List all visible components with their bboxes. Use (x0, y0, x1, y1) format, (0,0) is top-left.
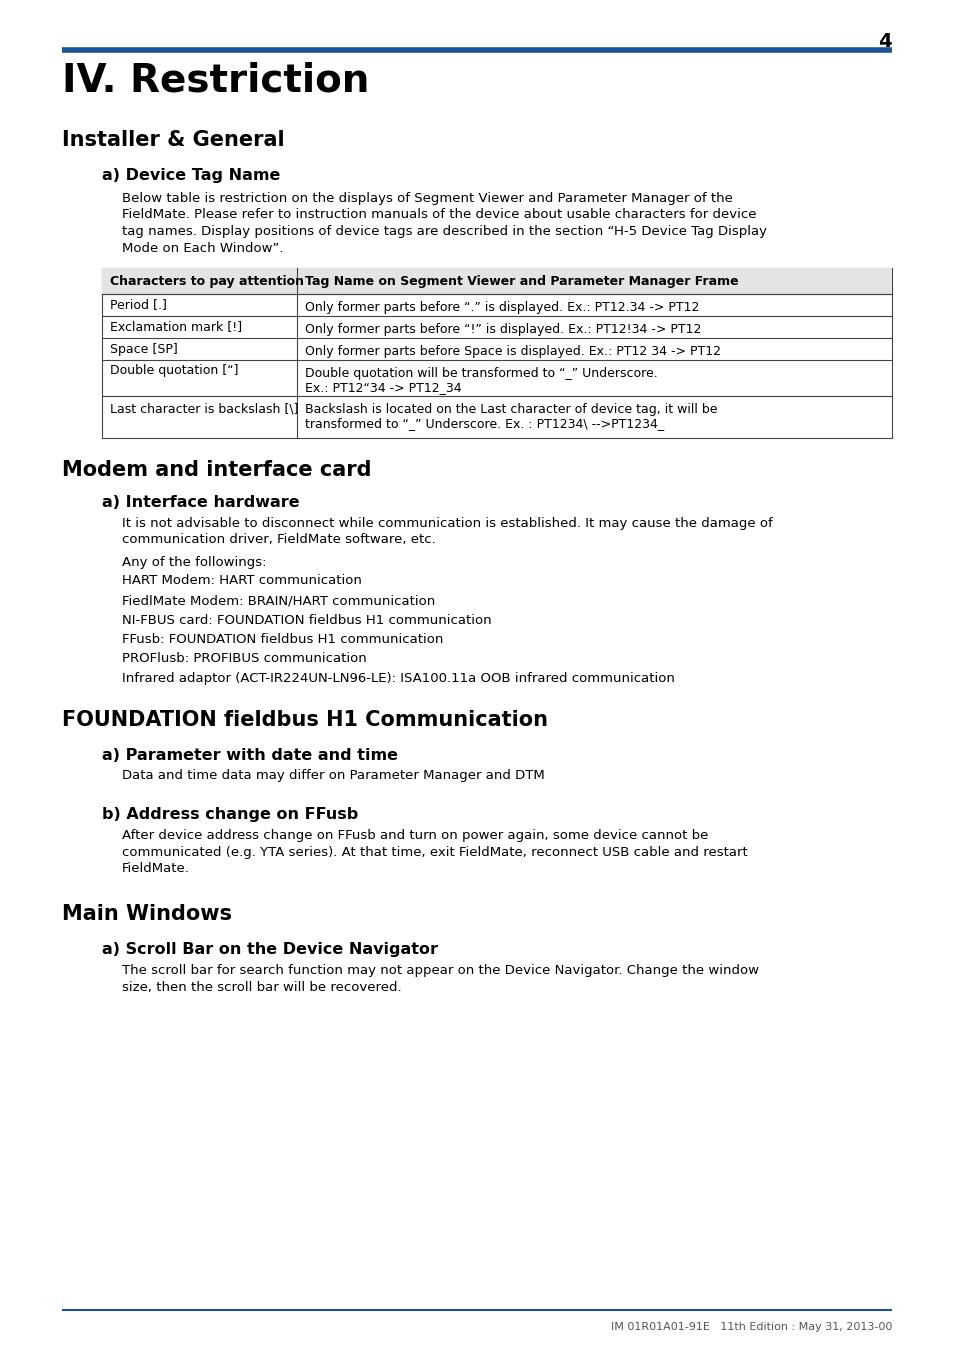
Text: Double quotation will be transformed to “_” Underscore.: Double quotation will be transformed to … (305, 367, 657, 379)
Text: Only former parts before Space is displayed. Ex.: PT12 34 -> PT12: Only former parts before Space is displa… (305, 346, 720, 358)
Text: Modem and interface card: Modem and interface card (62, 460, 371, 481)
Text: Characters to pay attention: Characters to pay attention (110, 275, 304, 288)
Text: a) Parameter with date and time: a) Parameter with date and time (102, 748, 397, 763)
Text: Only former parts before “!” is displayed. Ex.: PT12!34 -> PT12: Only former parts before “!” is displaye… (305, 323, 700, 336)
Text: Tag Name on Segment Viewer and Parameter Manager Frame: Tag Name on Segment Viewer and Parameter… (305, 275, 738, 288)
Text: FFusb: FOUNDATION fieldbus H1 communication: FFusb: FOUNDATION fieldbus H1 communicat… (122, 633, 443, 647)
Text: FieldMate.: FieldMate. (122, 863, 190, 876)
Text: a) Device Tag Name: a) Device Tag Name (102, 167, 280, 184)
Text: Backslash is located on the Last character of device tag, it will be: Backslash is located on the Last charact… (305, 404, 717, 416)
Text: Only former parts before “.” is displayed. Ex.: PT12.34 -> PT12: Only former parts before “.” is displaye… (305, 301, 699, 315)
Text: b) Address change on FFusb: b) Address change on FFusb (102, 807, 358, 822)
Text: Infrared adaptor (ACT-IR224UN-LN96-LE): ISA100.11a OOB infrared communication: Infrared adaptor (ACT-IR224UN-LN96-LE): … (122, 672, 674, 684)
Text: Period [.]: Period [.] (110, 298, 167, 312)
Text: Installer & General: Installer & General (62, 130, 284, 150)
Text: It is not advisable to disconnect while communication is established. It may cau: It is not advisable to disconnect while … (122, 517, 772, 531)
Text: Ex.: PT12“34 -> PT12_34: Ex.: PT12“34 -> PT12_34 (305, 381, 461, 394)
Text: 4: 4 (878, 32, 891, 51)
Text: Space [SP]: Space [SP] (110, 343, 177, 355)
Text: tag names. Display positions of device tags are described in the section “H-5 De: tag names. Display positions of device t… (122, 225, 766, 238)
Text: The scroll bar for search function may not appear on the Device Navigator. Chang: The scroll bar for search function may n… (122, 964, 759, 977)
Text: Data and time data may differ on Parameter Manager and DTM: Data and time data may differ on Paramet… (122, 769, 544, 783)
Text: FieldMate. Please refer to instruction manuals of the device about usable charac: FieldMate. Please refer to instruction m… (122, 208, 756, 221)
Text: IM 01R01A01-91E   11th Edition : May 31, 2013-00: IM 01R01A01-91E 11th Edition : May 31, 2… (610, 1322, 891, 1332)
Text: FOUNDATION fieldbus H1 Communication: FOUNDATION fieldbus H1 Communication (62, 710, 547, 729)
Text: Mode on Each Window”.: Mode on Each Window”. (122, 242, 283, 255)
Text: Double quotation [“]: Double quotation [“] (110, 364, 238, 377)
Text: Main Windows: Main Windows (62, 904, 232, 923)
Text: a) Interface hardware: a) Interface hardware (102, 495, 299, 510)
Text: Below table is restriction on the displays of Segment Viewer and Parameter Manag: Below table is restriction on the displa… (122, 192, 732, 205)
Text: Any of the followings:: Any of the followings: (122, 556, 266, 568)
Text: communicated (e.g. YTA series). At that time, exit FieldMate, reconnect USB cabl: communicated (e.g. YTA series). At that … (122, 846, 747, 859)
Text: a) Scroll Bar on the Device Navigator: a) Scroll Bar on the Device Navigator (102, 942, 437, 957)
Text: Exclamation mark [!]: Exclamation mark [!] (110, 320, 242, 333)
Text: NI-FBUS card: FOUNDATION fieldbus H1 communication: NI-FBUS card: FOUNDATION fieldbus H1 com… (122, 613, 491, 626)
Text: size, then the scroll bar will be recovered.: size, then the scroll bar will be recove… (122, 980, 401, 994)
Text: communication driver, FieldMate software, etc.: communication driver, FieldMate software… (122, 533, 436, 547)
Text: Last character is backslash [\]: Last character is backslash [\] (110, 404, 298, 416)
Bar (102, 269, 891, 437)
Text: After device address change on FFusb and turn on power again, some device cannot: After device address change on FFusb and… (122, 829, 708, 842)
Bar (102, 269, 891, 294)
Text: transformed to “_” Underscore. Ex. : PT1234\ -->PT1234_: transformed to “_” Underscore. Ex. : PT1… (305, 417, 663, 431)
Text: FiedlMate Modem: BRAIN/HART communication: FiedlMate Modem: BRAIN/HART communicatio… (122, 594, 435, 608)
Text: IV. Restriction: IV. Restriction (62, 62, 369, 100)
Text: PROFlusb: PROFIBUS communication: PROFlusb: PROFIBUS communication (122, 652, 366, 666)
Text: HART Modem: HART communication: HART Modem: HART communication (122, 575, 361, 587)
